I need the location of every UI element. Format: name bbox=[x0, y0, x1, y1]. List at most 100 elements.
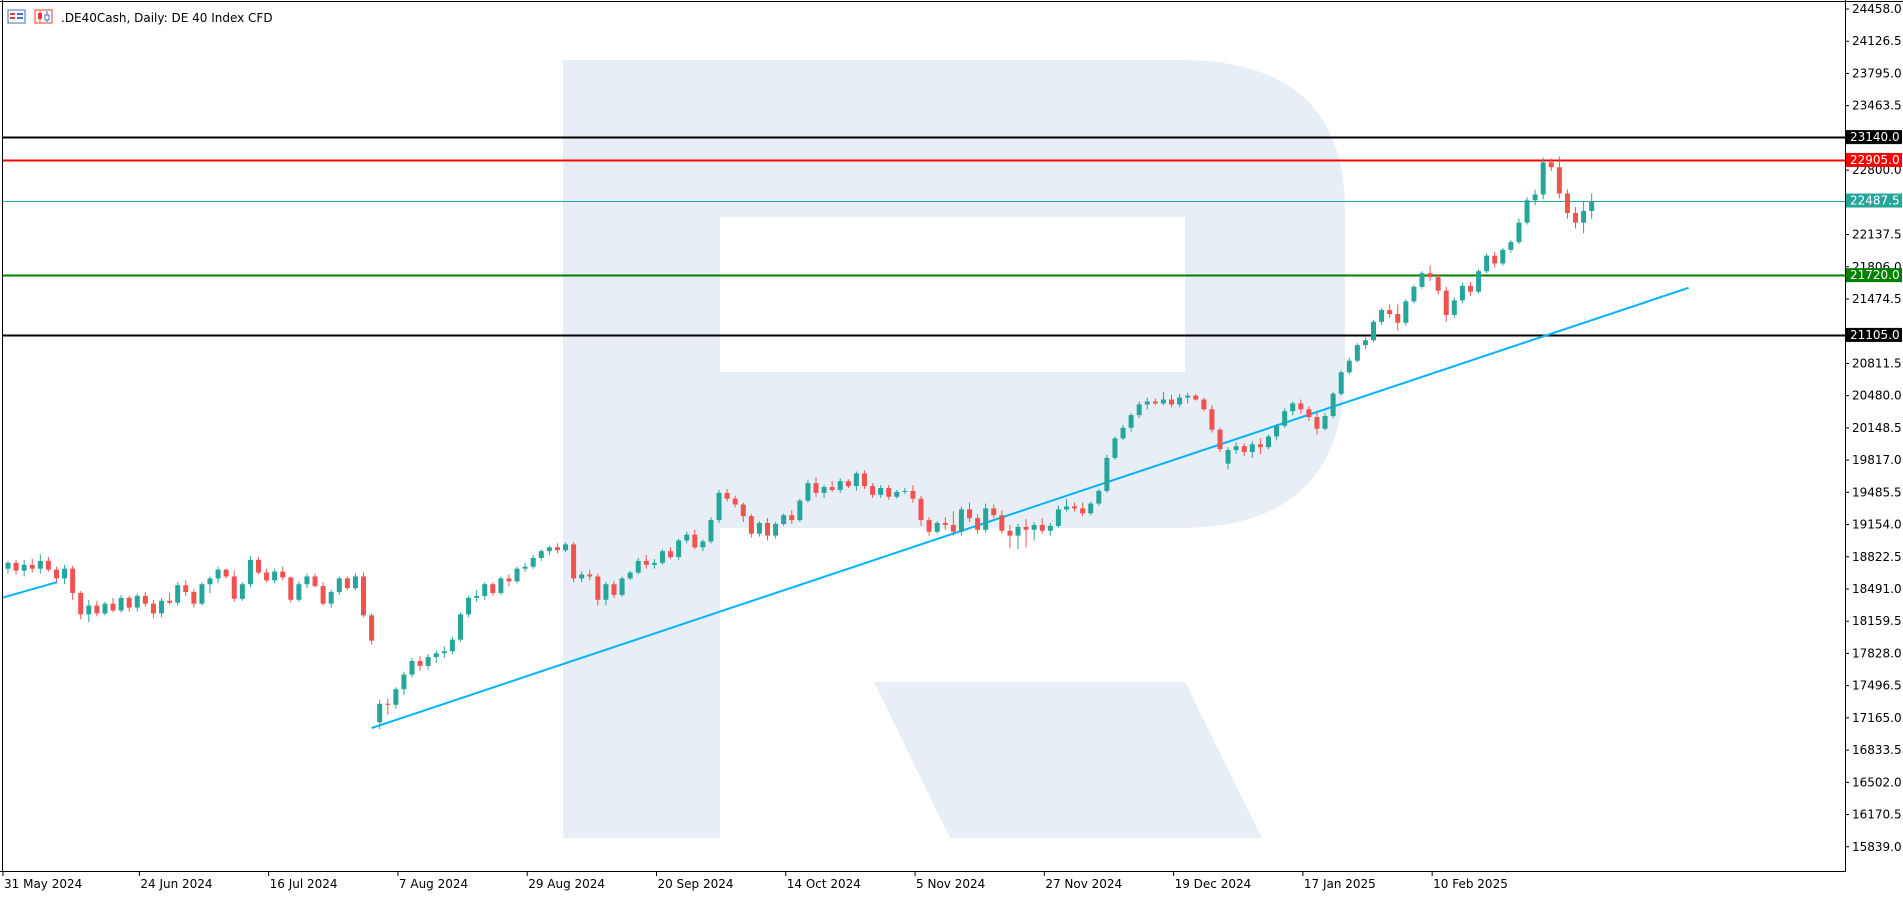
candle bbox=[239, 582, 245, 601]
candle bbox=[215, 566, 221, 584]
price-tick-label: 18491.0 bbox=[1852, 582, 1902, 596]
candle bbox=[942, 517, 948, 530]
candle bbox=[1379, 308, 1385, 325]
support-trendline[interactable] bbox=[371, 286, 1689, 730]
candle bbox=[1128, 413, 1134, 432]
candle bbox=[1330, 391, 1336, 419]
price-tick-label: 19817.0 bbox=[1852, 453, 1902, 467]
candle bbox=[272, 568, 278, 584]
candle bbox=[894, 489, 900, 499]
candle bbox=[603, 582, 609, 606]
candle bbox=[498, 576, 504, 595]
candle bbox=[1225, 447, 1231, 470]
candle bbox=[466, 595, 472, 618]
price-tick-label: 24458.0 bbox=[1852, 2, 1902, 16]
candle bbox=[1387, 304, 1393, 318]
candle bbox=[150, 599, 156, 619]
candle bbox=[1467, 281, 1473, 296]
candle bbox=[255, 557, 261, 575]
candle bbox=[870, 483, 876, 498]
candle bbox=[231, 570, 237, 602]
time-tick-label: 7 Aug 2024 bbox=[399, 877, 468, 891]
candle bbox=[1476, 269, 1482, 294]
candle bbox=[975, 514, 981, 534]
candle bbox=[1152, 398, 1158, 406]
time-tick-label: 5 Nov 2024 bbox=[916, 877, 985, 891]
candle bbox=[1217, 427, 1223, 453]
candle bbox=[635, 557, 641, 575]
candle bbox=[37, 554, 43, 574]
candle bbox=[1573, 207, 1579, 229]
candle bbox=[1411, 284, 1417, 304]
candle bbox=[1031, 522, 1037, 541]
bars-chart-icon[interactable] bbox=[7, 9, 26, 24]
candle bbox=[668, 547, 674, 559]
time-tick-label: 24 Jun 2024 bbox=[140, 877, 212, 891]
candle bbox=[1201, 397, 1207, 412]
time-axis[interactable]: 31 May 2024 24 Jun 2024 16 Jul 2024 7 Aug 2… bbox=[2, 871, 1508, 891]
candle bbox=[1516, 218, 1522, 245]
level-label-4: 21105.0 bbox=[1850, 328, 1900, 342]
candle bbox=[1371, 319, 1377, 343]
candle bbox=[336, 576, 342, 595]
candle bbox=[1265, 434, 1271, 450]
trendline-layer bbox=[1, 286, 1689, 730]
candle bbox=[1403, 299, 1409, 326]
candle bbox=[1177, 393, 1183, 408]
candle bbox=[62, 564, 68, 585]
candle bbox=[926, 517, 932, 536]
candle bbox=[1063, 498, 1069, 512]
candle bbox=[837, 478, 843, 493]
candle bbox=[45, 557, 51, 572]
price-tick-label: 16170.5 bbox=[1852, 808, 1902, 822]
left-trendline-segment[interactable] bbox=[1, 581, 57, 599]
candle bbox=[94, 600, 100, 617]
candles-chart-icon[interactable] bbox=[34, 9, 53, 24]
candle bbox=[506, 574, 512, 587]
time-tick-label: 16 Jul 2024 bbox=[270, 877, 338, 891]
price-tick-label: 16833.5 bbox=[1852, 743, 1902, 757]
candle bbox=[1346, 357, 1352, 375]
candle bbox=[1282, 408, 1288, 428]
candle bbox=[1395, 304, 1401, 331]
candle bbox=[1023, 519, 1029, 548]
candle bbox=[102, 601, 108, 616]
candle bbox=[765, 518, 771, 541]
candle bbox=[967, 502, 973, 523]
candle bbox=[918, 495, 924, 526]
candle bbox=[651, 558, 657, 569]
level-label-2: 22487.5 bbox=[1850, 194, 1900, 208]
price-tick-label: 20480.0 bbox=[1852, 389, 1902, 403]
candle bbox=[861, 470, 867, 489]
candle bbox=[805, 480, 811, 503]
candle bbox=[530, 555, 536, 569]
candle bbox=[1160, 391, 1166, 406]
candle bbox=[385, 698, 391, 715]
candle bbox=[13, 559, 19, 575]
candle bbox=[320, 582, 326, 606]
candle bbox=[571, 542, 577, 583]
candle bbox=[1080, 502, 1086, 517]
candle bbox=[853, 471, 859, 491]
candle bbox=[1354, 343, 1360, 363]
candle bbox=[934, 521, 940, 534]
candle bbox=[1443, 286, 1449, 322]
price-tick-label: 17496.5 bbox=[1852, 679, 1902, 693]
candle bbox=[595, 573, 601, 606]
candle bbox=[53, 566, 59, 584]
candle bbox=[401, 671, 407, 696]
time-tick-label: 19 Dec 2024 bbox=[1175, 877, 1252, 891]
time-tick-label: 14 Oct 2024 bbox=[787, 877, 861, 891]
candle bbox=[1548, 158, 1554, 172]
candle bbox=[1419, 271, 1425, 289]
candle bbox=[1136, 401, 1142, 419]
candle bbox=[1306, 406, 1312, 421]
candle bbox=[183, 580, 189, 596]
candle bbox=[1249, 441, 1255, 458]
candle bbox=[490, 582, 496, 596]
candle bbox=[676, 538, 682, 560]
candle bbox=[781, 513, 787, 526]
candle bbox=[1039, 518, 1045, 534]
